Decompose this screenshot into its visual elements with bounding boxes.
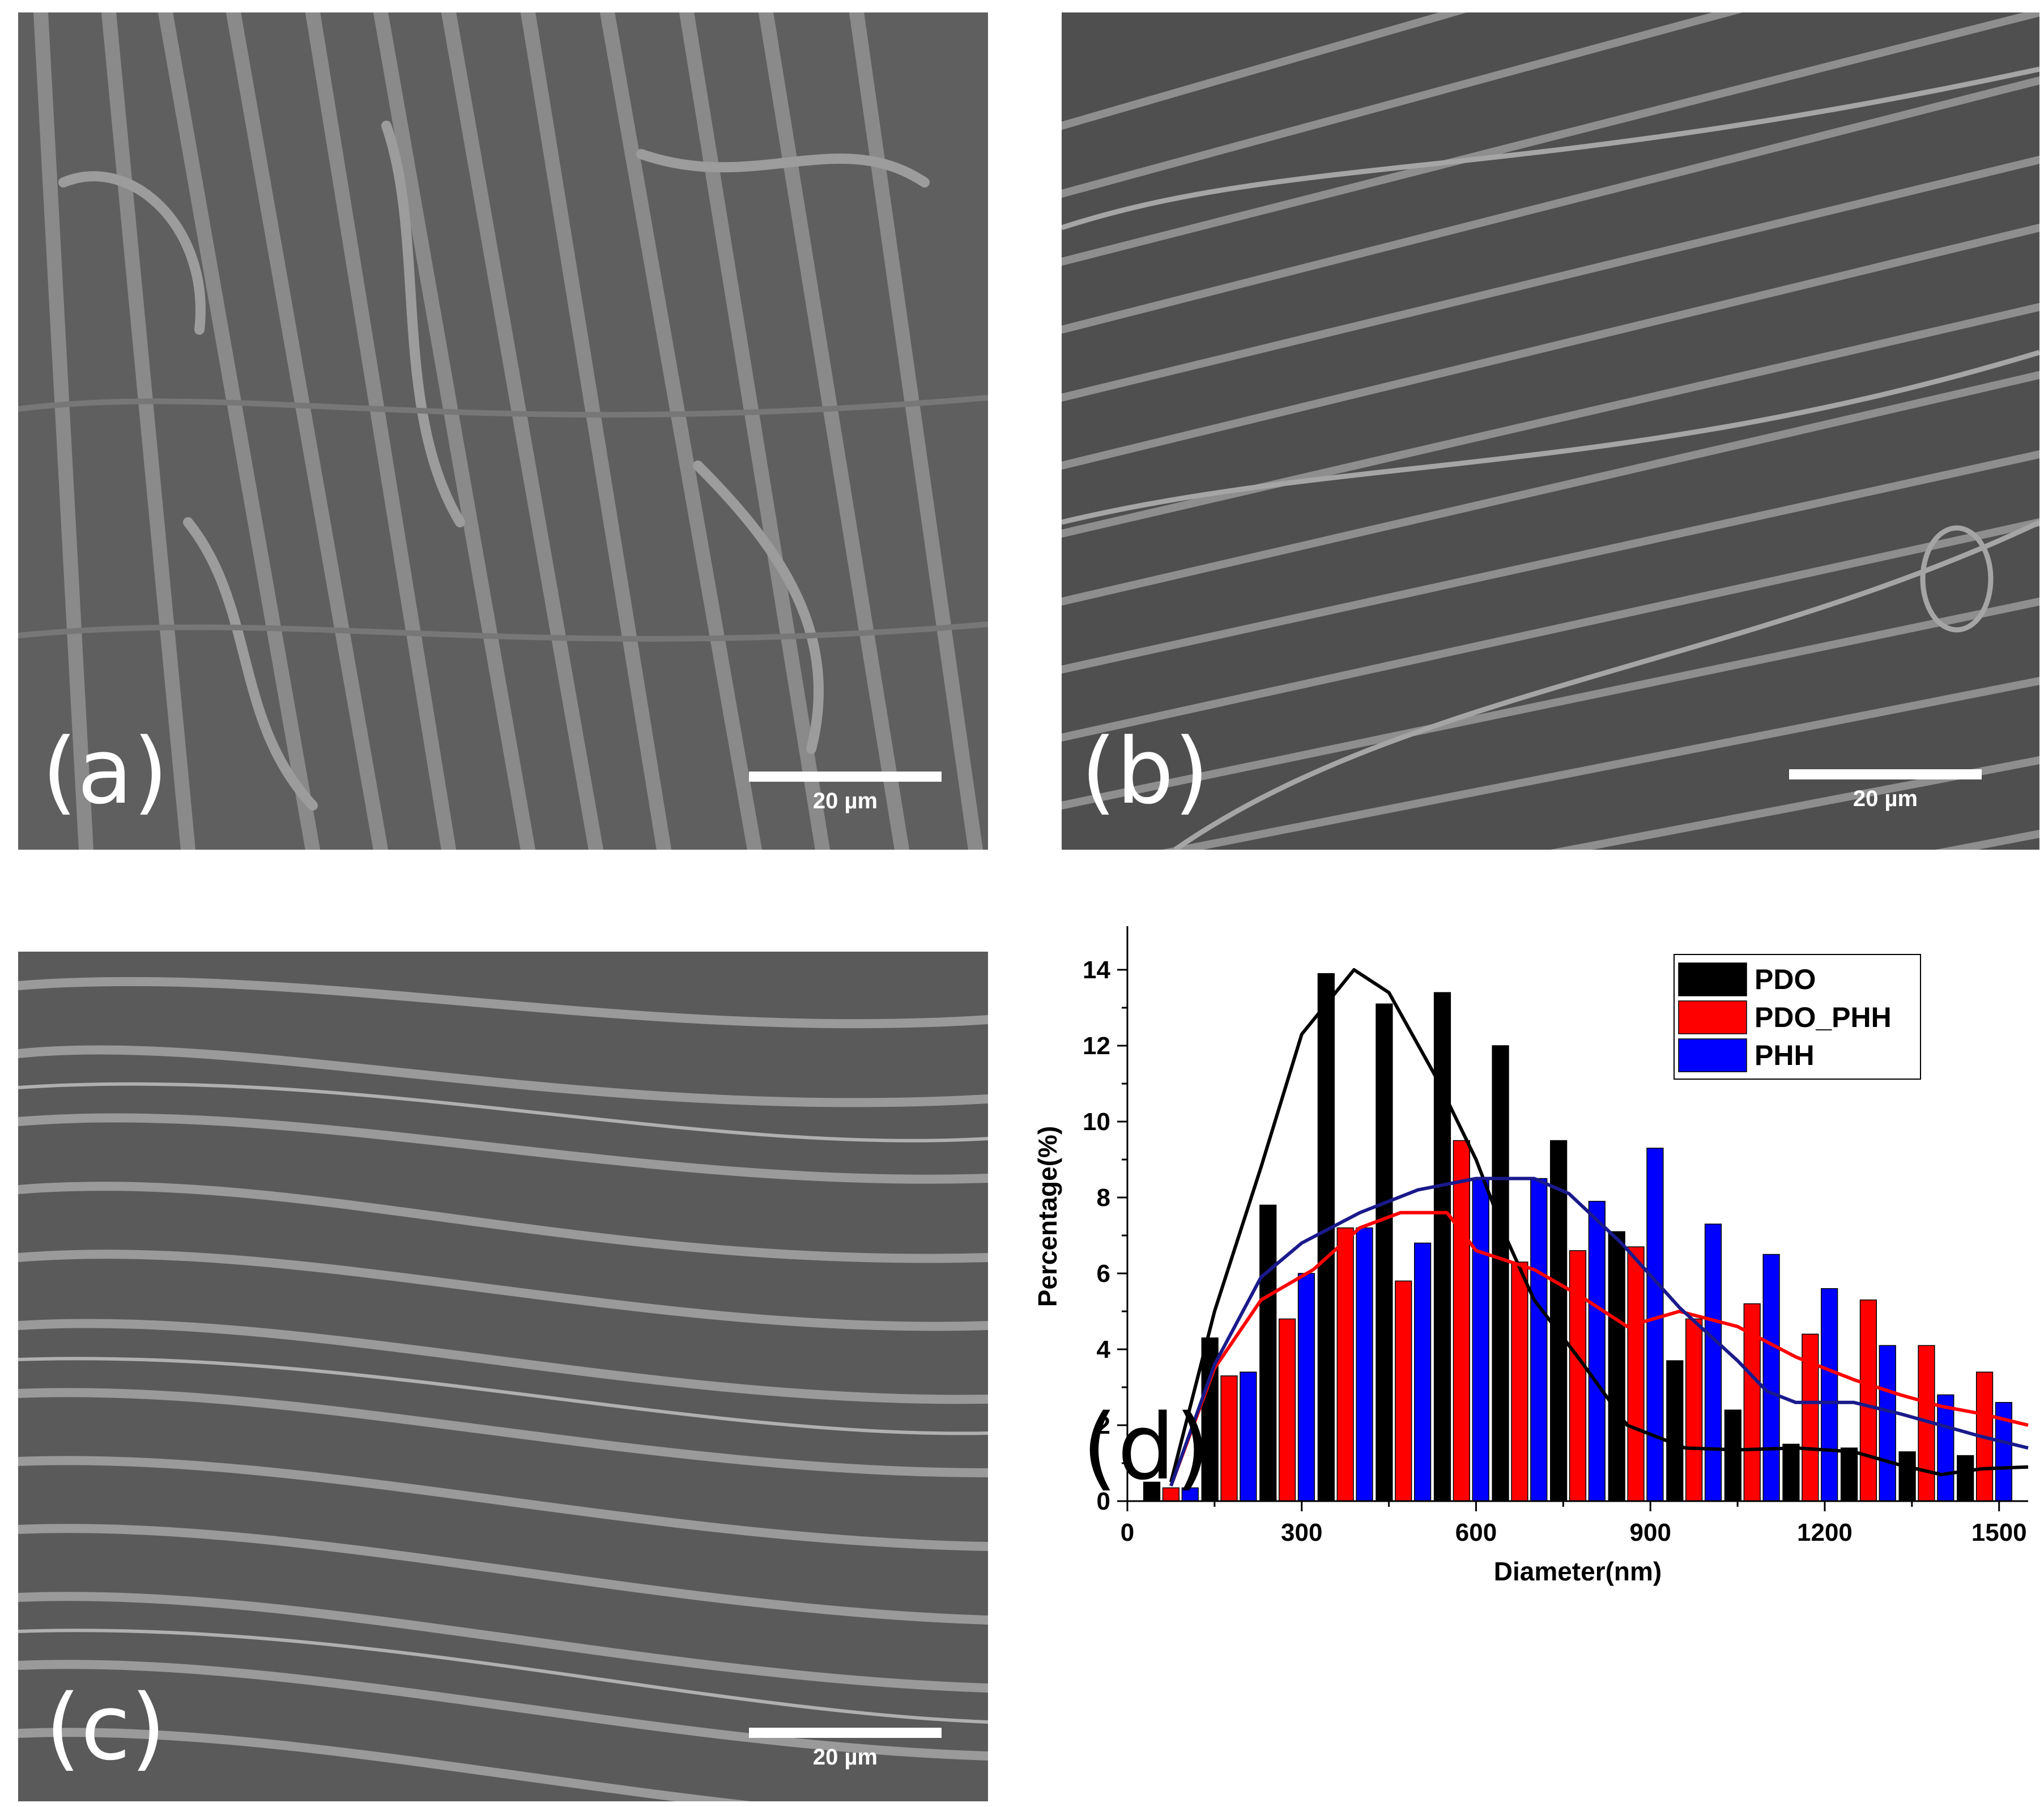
bar-phh	[1413, 1242, 1432, 1502]
legend-swatch-pdo-phh	[1678, 1000, 1747, 1034]
bar-phh	[1646, 1148, 1664, 1502]
bar-pdo-phh	[1220, 1375, 1238, 1502]
y-tick-label: 8	[1097, 1184, 1110, 1212]
y-tick-label: 6	[1097, 1260, 1110, 1288]
panel-label-a: (a)	[42, 718, 168, 824]
histogram-panel-d: 0 300 600 900 1200 1500 0 2 4 6 8 10 12 14 Diameter(nm…	[1008, 906, 2044, 1807]
bar-pdo	[1782, 1443, 1800, 1502]
bar-phh	[1937, 1394, 1954, 1502]
fit-curve-pdo-phh	[1169, 1211, 2029, 1487]
y-tick-label: 2	[1097, 1412, 1110, 1439]
bar-pdo	[1840, 1447, 1858, 1502]
fiber-texture-a	[18, 12, 988, 850]
bar-pdo	[1492, 1045, 1509, 1502]
x-axis-title: Diameter(nm)	[1494, 1557, 1662, 1586]
bar-pdo-phh	[1685, 1318, 1703, 1502]
bar-phh	[1821, 1288, 1838, 1502]
bar-pdo-phh	[1511, 1262, 1528, 1502]
plot-area: 0 300 600 900 1200 1500 0 2 4 6 8 10 12 14 Diameter(nm…	[1033, 926, 2029, 1586]
legend-swatch-pdo	[1678, 962, 1747, 996]
diameter-histogram: 0 300 600 900 1200 1500 0 2 4 6 8 10 12 14 Diameter(nm…	[1033, 926, 2029, 1586]
scale-bar-label-c: 20 µm	[812, 1745, 878, 1770]
bar-pdo	[1724, 1409, 1742, 1502]
y-tick-label: 12	[1083, 1032, 1110, 1060]
bar-phh	[1240, 1371, 1257, 1502]
sem-image-a: (a) 20 µm	[18, 12, 988, 850]
fiber-texture-c	[18, 952, 988, 1801]
bar-pdo-phh	[1278, 1318, 1296, 1502]
bar-pdo-phh	[1569, 1250, 1587, 1502]
legend-label-pdo-phh: PDO_PHH	[1755, 1001, 1892, 1033]
bar-pdo	[1317, 973, 1335, 1502]
bar-pdo	[1898, 1451, 1916, 1502]
bar-pdo-phh	[1859, 1299, 1877, 1502]
bar-pdo	[1550, 1140, 1568, 1502]
bar-phh	[1704, 1224, 1722, 1502]
panel-label-d: (d)	[1082, 1394, 1210, 1500]
bar-pdo	[1666, 1360, 1684, 1502]
x-tick-label: 0	[1121, 1519, 1134, 1546]
scale-bar-c	[749, 1728, 942, 1738]
bar-pdo-phh	[1627, 1246, 1645, 1502]
y-axis-title: Percentage(%)	[1033, 1126, 1062, 1307]
legend-swatch-phh	[1678, 1038, 1747, 1072]
bar-phh	[1879, 1345, 1896, 1502]
scale-bar-b	[1789, 769, 1982, 779]
x-tick-label: 1200	[1797, 1519, 1853, 1546]
panel-label-c: (c)	[45, 1674, 166, 1780]
bar-phh	[1297, 1273, 1315, 1502]
y-tick-label: 10	[1083, 1108, 1110, 1136]
y-tick-label: 0	[1097, 1488, 1110, 1515]
sem-image-b: (b) 20 µm	[1062, 12, 2039, 850]
bar-pdo	[1259, 1204, 1277, 1502]
bar-pdo-phh	[1336, 1227, 1354, 1502]
fiber-texture-b	[1062, 12, 2039, 850]
bar-pdo	[1143, 1481, 1161, 1502]
bar-pdo	[1957, 1455, 1974, 1502]
y-tick-label: 14	[1083, 956, 1110, 984]
legend-label-phh: PHH	[1755, 1039, 1815, 1071]
x-tick-label: 1500	[1971, 1519, 2027, 1546]
panel-label-b: (b)	[1081, 718, 1210, 824]
y-tick-label: 4	[1097, 1336, 1111, 1363]
scale-bar-a	[749, 772, 942, 782]
fit-curve-pdo	[1169, 968, 2029, 1483]
x-tick-label: 600	[1455, 1519, 1497, 1546]
fit-curve-phh	[1169, 1177, 2029, 1487]
bar-pdo-phh	[1453, 1140, 1470, 1502]
sem-image-c: (c) 20 µm	[18, 952, 988, 1801]
bar-pdo	[1433, 992, 1451, 1502]
x-tick-label: 900	[1630, 1519, 1671, 1546]
bar-pdo-phh	[1395, 1280, 1412, 1502]
bar-phh	[1762, 1254, 1780, 1502]
bar-phh	[1356, 1227, 1373, 1502]
bar-pdo	[1376, 1003, 1393, 1502]
bar-phh	[1472, 1178, 1489, 1502]
x-tick-label: 300	[1281, 1519, 1322, 1546]
bar-phh	[1530, 1178, 1548, 1502]
bar-phh	[1588, 1200, 1606, 1502]
legend-label-pdo: PDO	[1755, 964, 1816, 995]
scale-bar-label-b: 20 µm	[1853, 786, 1918, 811]
scale-bar-label-a: 20 µm	[812, 789, 878, 813]
bar-pdo	[1608, 1231, 1625, 1502]
